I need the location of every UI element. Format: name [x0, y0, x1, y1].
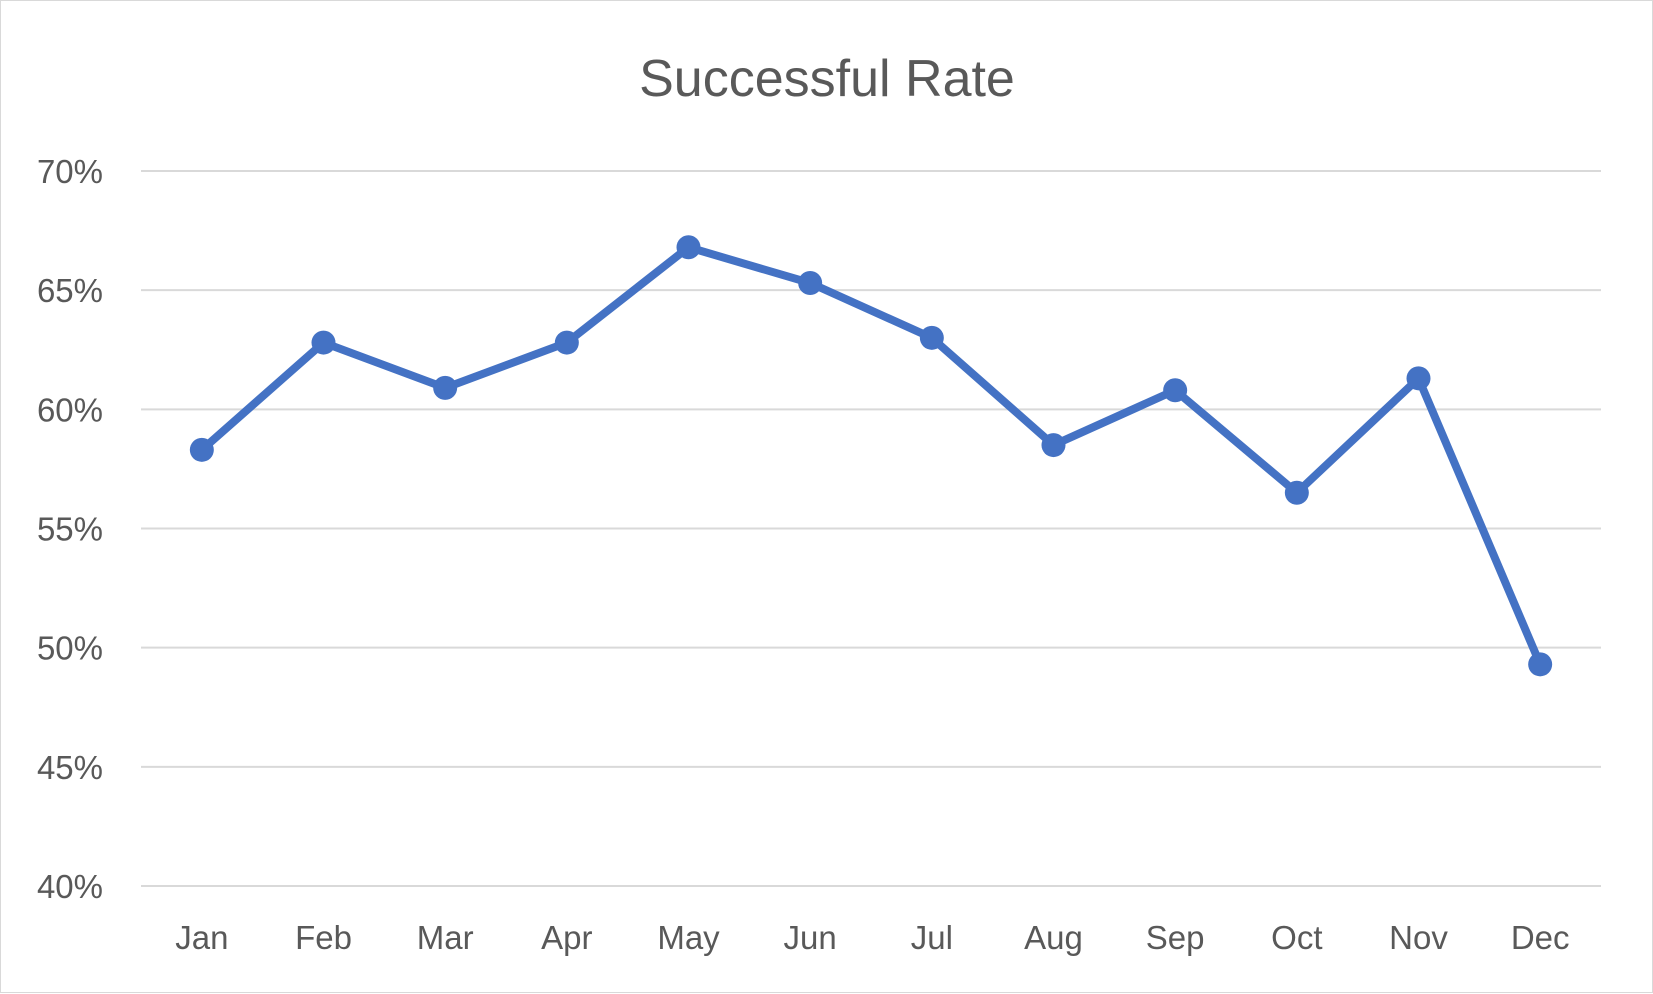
y-tick-label: 60%	[37, 391, 103, 428]
x-tick-label: Sep	[1146, 919, 1205, 956]
x-tick-label: Dec	[1511, 919, 1570, 956]
chart-title: Successful Rate	[639, 50, 1015, 108]
data-point-apr	[554, 330, 579, 355]
x-tick-label: Mar	[417, 919, 474, 956]
data-point-may	[676, 235, 701, 260]
x-tick-label: Jan	[175, 919, 228, 956]
gridlines	[141, 170, 1601, 887]
data-point-dec	[1528, 652, 1553, 677]
y-tick-label: 45%	[37, 749, 103, 786]
x-tick-label: Aug	[1024, 919, 1083, 956]
data-point-sep	[1163, 378, 1188, 403]
x-tick-label: May	[657, 919, 720, 956]
y-tick-label: 70%	[37, 153, 103, 190]
x-tick-label: Nov	[1389, 919, 1448, 956]
y-tick-label: 65%	[37, 272, 103, 309]
x-tick-label: Feb	[295, 919, 352, 956]
x-tick-label: Apr	[541, 919, 592, 956]
x-tick-label: Oct	[1271, 919, 1322, 956]
y-tick-label: 55%	[37, 511, 103, 548]
x-tick-label: Jun	[784, 919, 837, 956]
x-tick-label: Jul	[911, 919, 953, 956]
data-point-oct	[1284, 480, 1309, 505]
y-tick-label: 40%	[37, 868, 103, 905]
data-point-jul	[919, 325, 944, 350]
series-line	[197, 243, 1545, 669]
series-layer	[189, 235, 1553, 677]
data-point-aug	[1041, 433, 1066, 458]
x-axis-tick-labels: Jan Feb Mar Apr May Jun Jul Aug Sep Oct Nov Dec	[175, 919, 1569, 956]
y-axis-tick-labels: 40% 45% 50% 55% 60% 65% 70%	[37, 153, 103, 905]
data-point-jan	[189, 437, 214, 462]
data-point-feb	[311, 330, 336, 355]
data-point-jun	[798, 271, 823, 296]
data-point-nov	[1406, 366, 1431, 391]
y-tick-label: 50%	[37, 630, 103, 667]
data-point-mar	[433, 375, 458, 400]
